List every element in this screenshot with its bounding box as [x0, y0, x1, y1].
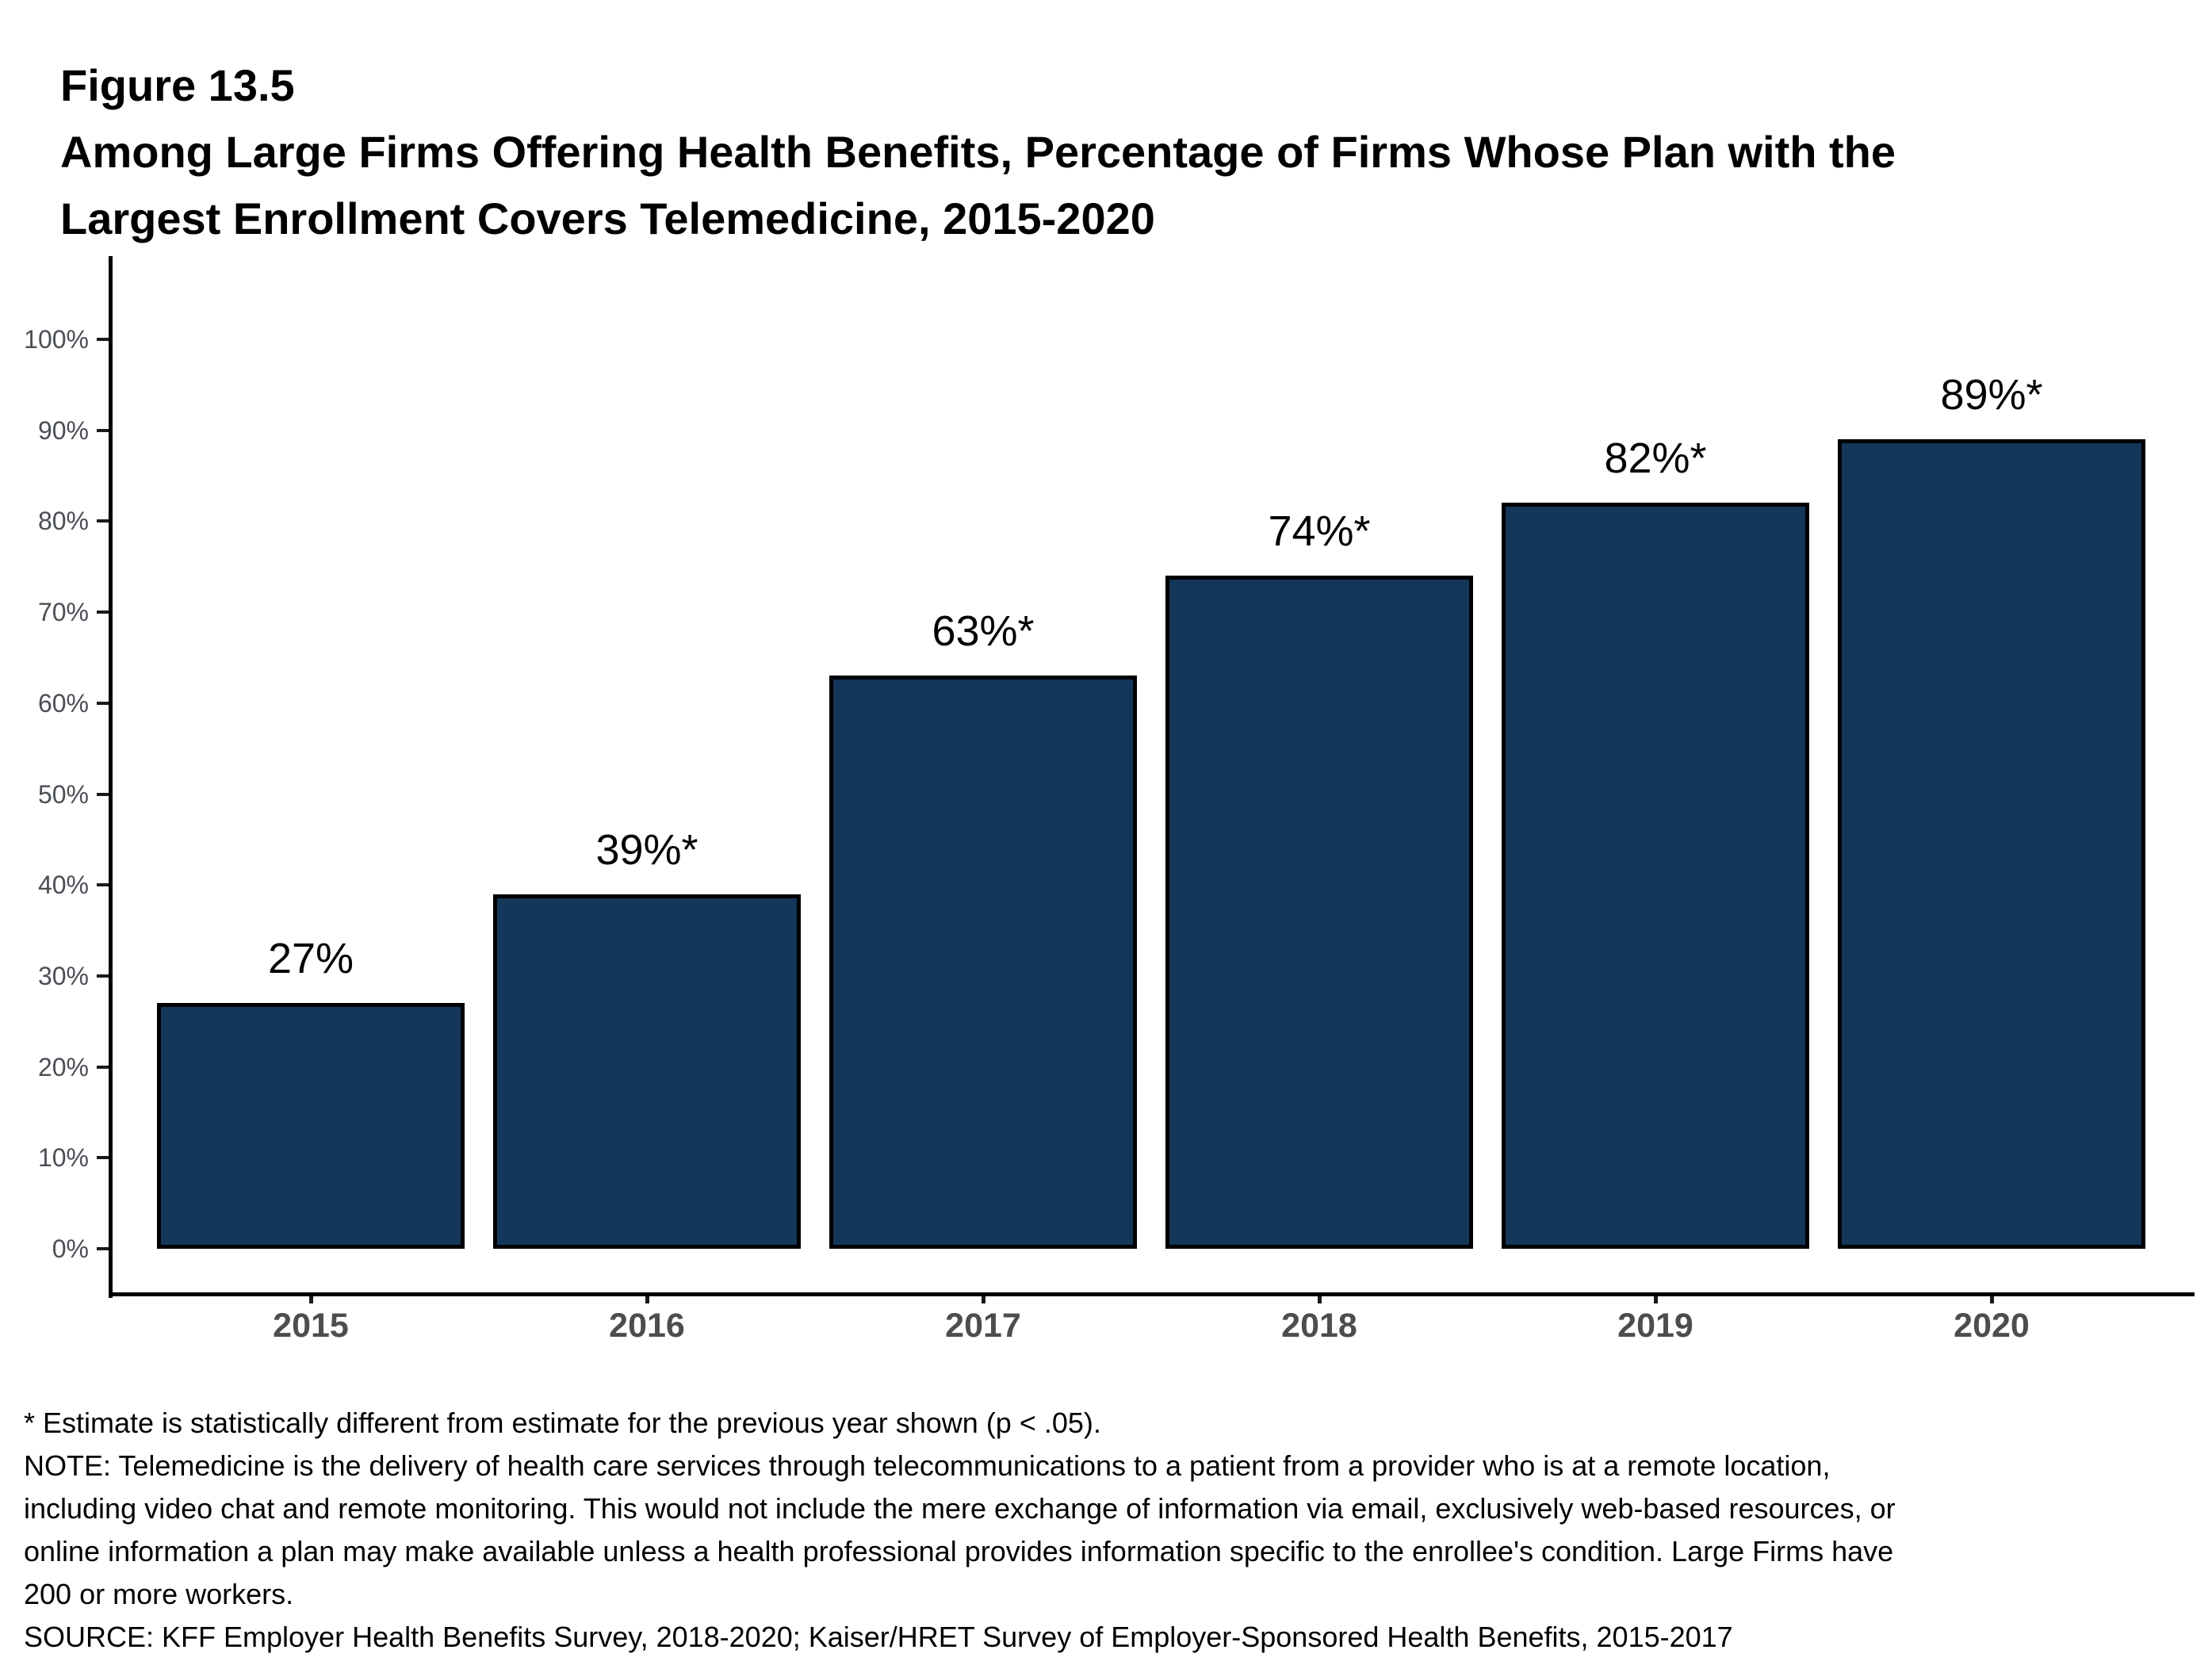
y-axis-tick	[97, 1247, 109, 1250]
footnote-line: NOTE: Telemedicine is the delivery of he…	[24, 1449, 1831, 1482]
bar	[829, 676, 1137, 1249]
x-axis-tick	[645, 1296, 649, 1303]
x-axis-tick-label: 2020	[1954, 1307, 2030, 1345]
y-axis-tick	[97, 610, 109, 614]
bar-value-label: 74%*	[1268, 507, 1371, 555]
y-axis-tick	[97, 338, 109, 341]
bar-value-label: 89%*	[1940, 371, 2043, 419]
footnote-line: SOURCE: KFF Employer Health Benefits Sur…	[24, 1621, 1733, 1653]
x-axis-line	[109, 1292, 2195, 1296]
y-axis-tick	[97, 792, 109, 796]
x-axis-tick	[1990, 1296, 1994, 1303]
y-axis-tick-label: 40%	[37, 871, 89, 900]
x-axis-tick-label: 2017	[945, 1307, 1021, 1345]
footnote-line: * Estimate is statistically different fr…	[24, 1407, 1101, 1439]
footnote-line: 200 or more workers.	[24, 1578, 294, 1610]
bar	[1838, 439, 2145, 1249]
x-axis-tick-label: 2019	[1617, 1307, 1693, 1345]
bar-value-label: 63%*	[932, 607, 1035, 655]
bar-value-label: 27%	[267, 935, 354, 982]
y-axis-tick	[97, 428, 109, 432]
y-axis-tick-label: 20%	[37, 1052, 89, 1081]
footnotes-block: * Estimate is statistically different fr…	[24, 1402, 1896, 1659]
y-axis-tick-label: 70%	[37, 598, 89, 627]
figure-title-line1: Among Large Firms Offering Health Benefi…	[60, 127, 1896, 177]
bar	[157, 1003, 465, 1249]
y-axis-tick	[97, 519, 109, 523]
y-axis-tick-label: 60%	[37, 688, 89, 718]
y-axis-tick-label: 90%	[37, 415, 89, 445]
y-axis-tick	[97, 974, 109, 978]
x-axis-tick-label: 2018	[1281, 1307, 1357, 1345]
bar	[493, 894, 801, 1249]
x-axis-tick	[309, 1296, 313, 1303]
y-axis-tick-label: 80%	[37, 507, 89, 536]
bar	[1165, 576, 1473, 1249]
x-axis-tick	[1318, 1296, 1322, 1303]
y-axis-tick-label: 100%	[24, 325, 89, 354]
x-axis-tick-label: 2016	[609, 1307, 685, 1345]
x-axis-tick	[1654, 1296, 1658, 1303]
y-axis-tick-label: 10%	[37, 1143, 89, 1173]
x-axis-tick-label: 2015	[273, 1307, 349, 1345]
figure-title-line2: Largest Enrollment Covers Telemedicine, …	[60, 193, 1155, 243]
figure-number: Figure 13.5	[60, 60, 295, 110]
y-axis-tick	[97, 883, 109, 887]
y-axis-tick-label: 0%	[52, 1234, 89, 1263]
y-axis-tick-label: 30%	[37, 961, 89, 990]
bar	[1502, 503, 1809, 1249]
footnote-line: online information a plan may make avail…	[24, 1535, 1894, 1567]
y-axis-tick-label: 50%	[37, 779, 89, 809]
y-axis-tick	[97, 1065, 109, 1069]
y-axis-tick	[97, 1156, 109, 1160]
y-axis-line	[109, 256, 113, 1298]
title-block: Figure 13.5 Among Large Firms Offering H…	[60, 52, 1896, 252]
x-axis-tick	[982, 1296, 985, 1303]
bar-value-label: 82%*	[1604, 434, 1707, 482]
y-axis-tick	[97, 701, 109, 705]
bar-value-label: 39%*	[595, 826, 698, 874]
footnote-line: including video chat and remote monitori…	[24, 1492, 1896, 1525]
